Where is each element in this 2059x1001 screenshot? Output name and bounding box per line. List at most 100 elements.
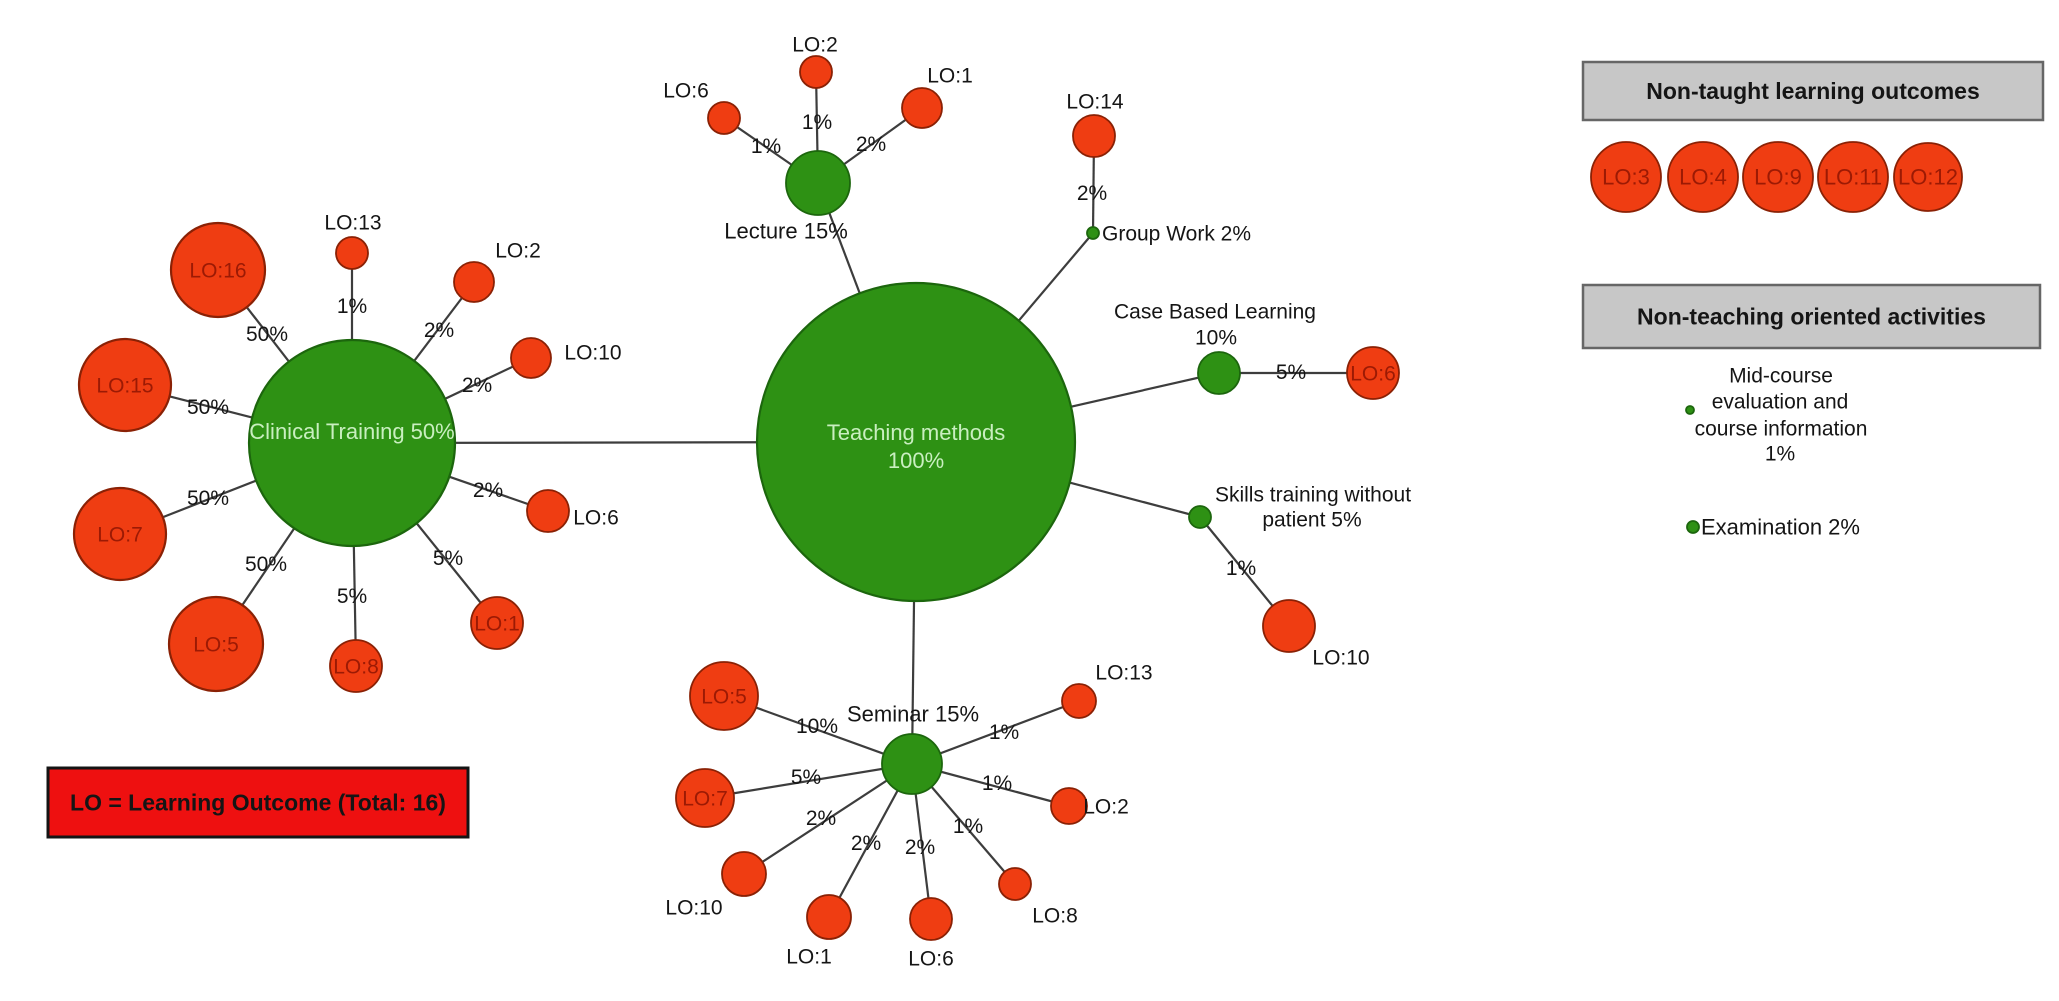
edge-seminar-seminar_lo7: [704, 762, 913, 800]
bubble-clinical_lo6: [526, 489, 570, 533]
label-lo-8-18: LO:8: [1032, 904, 1078, 927]
bubble-label-clinical_lo5: LO:5: [193, 633, 239, 656]
nodes-layer: [72, 55, 1963, 941]
bubble-clinical_lo7: [72, 486, 168, 582]
edge-label-lecture-lecture_lo2: 1%: [802, 111, 832, 134]
panel-header-non-taught-learning-outcomes: [1581, 60, 2045, 122]
label-lo-13-0: LO:13: [324, 211, 381, 234]
bubble-label-seminar_lo5: LO:5: [701, 685, 747, 708]
label-skills-training-without-12: Skills training without: [1215, 483, 1411, 506]
edge-label-clinical_training-clinical_lo15: 50%: [187, 396, 229, 419]
bubble-label-seminar_lo7: LO:7: [682, 787, 728, 810]
edge-label-clinical_training-clinical_lo2: 2%: [424, 319, 454, 342]
legend-text: LO = Learning Outcome (Total: 16): [70, 790, 446, 816]
label-mid-course-22: Mid-course: [1729, 364, 1833, 387]
bubble-clinical_training: [247, 338, 457, 548]
panel-header-non-teaching-oriented-activities: [1581, 283, 2042, 350]
bubble-lecture_lo1: [901, 87, 943, 129]
bubble-seminar_lo10: [721, 851, 767, 897]
panel-title-non-taught-learning-outcomes: Non-taught learning outcomes: [1646, 78, 1980, 104]
bubble-label-clinical_lo15: LO:15: [96, 374, 153, 397]
bubble-clinical_lo8: [329, 639, 383, 693]
bubble-clinical_lo2: [453, 261, 495, 303]
edge-label-case_based_learning-case_lo6: 5%: [1276, 361, 1306, 384]
bubble-nontaught_lo4: [1667, 141, 1739, 213]
bubble-label-clinical_lo1: LO:1: [474, 612, 520, 635]
edge-label-seminar-seminar_lo10: 2%: [806, 807, 836, 830]
bubble-group_work: [1086, 226, 1100, 240]
label-lo-2-1: LO:2: [495, 239, 541, 262]
bubble-clinical_lo5: [167, 595, 265, 693]
bubble-teaching_methods: [755, 281, 1077, 603]
bubble-seminar_lo2: [1050, 787, 1088, 825]
label-group-work-2-9: Group Work 2%: [1102, 222, 1251, 245]
label-seminar-15-15: Seminar 15%: [847, 702, 979, 727]
edge-label-group_work-groupwork_lo14: 2%: [1077, 182, 1107, 205]
label-lo-6-19: LO:6: [908, 947, 954, 970]
label-patient-5-13: patient 5%: [1262, 508, 1361, 531]
bubble-lecture_lo2: [799, 55, 833, 89]
bubble-lecture_lo6: [707, 101, 741, 135]
bubble-lecture: [785, 150, 851, 216]
edge-label-clinical_training-clinical_lo6: 2%: [473, 479, 503, 502]
bubble-label-clinical_lo16: LO:16: [189, 259, 246, 282]
label-lo-13-16: LO:13: [1095, 661, 1152, 684]
edge-label-lecture-lecture_lo6: 1%: [751, 135, 781, 158]
label-lo-14-7: LO:14: [1066, 90, 1124, 113]
bubble-clinical_lo16: [169, 221, 267, 319]
edge-label-seminar-seminar_lo5: 10%: [796, 715, 838, 738]
bubble-nontaught_lo11: [1817, 141, 1889, 213]
label-evaluation-and-23: evaluation and: [1712, 390, 1849, 413]
bubble-case_based_learning: [1197, 351, 1241, 395]
bubble-label-nontaught_lo4: LO:4: [1679, 165, 1727, 190]
bubble-label-nontaught_lo11: LO:11: [1824, 165, 1882, 190]
edge-label-clinical_training-clinical_lo7: 50%: [187, 487, 229, 510]
bubble-clinical_lo13: [335, 236, 369, 270]
label-lo-2-17: LO:2: [1083, 795, 1129, 818]
bubble-label-case_lo6: LO:6: [1350, 362, 1396, 385]
bubble-case_lo6: [1346, 346, 1400, 400]
bubble-clinical_lo10: [510, 337, 552, 379]
bubble-seminar_lo6: [909, 897, 953, 941]
edge-label-seminar-seminar_lo2: 1%: [982, 772, 1012, 795]
label-10-11: 10%: [1195, 326, 1237, 349]
bubble-label-nontaught_lo9: LO:9: [1754, 165, 1802, 190]
bubble-nontaught_lo9: [1742, 141, 1814, 213]
bubble-nontaught_lo12: [1893, 142, 1963, 212]
label-lo-1-20: LO:1: [786, 945, 832, 968]
edge-seminar-seminar_lo10: [743, 763, 913, 875]
labels-layer: Teaching methods 100% Clinical Training 50…: [96, 33, 1958, 970]
bubble-label-clinical_lo7: LO:7: [97, 523, 143, 546]
bubble-label-nontaught_lo12: LO:12: [1898, 165, 1958, 190]
bubble-label-teaching_methods-1: 100%: [888, 448, 944, 473]
edge-label-clinical_training-clinical_lo16: 50%: [246, 323, 288, 346]
edge-label-skills_training-skills_lo10: 1%: [1226, 557, 1256, 580]
bubble-seminar_lo8: [998, 867, 1032, 901]
edge-label-seminar-seminar_lo13: 1%: [989, 721, 1019, 744]
edge-label-clinical_training-clinical_lo5: 50%: [245, 553, 287, 576]
label-lo-6-3: LO:6: [573, 506, 619, 529]
bubble-label-clinical_training-0: Clinical Training 50%: [249, 419, 454, 444]
label-lo-10-21: LO:10: [665, 896, 722, 919]
bubble-label-teaching_methods-0: Teaching methods: [827, 420, 1006, 445]
edge-label-clinical_training-clinical_lo1: 5%: [433, 547, 463, 570]
label-case-based-learning-10: Case Based Learning: [1114, 300, 1316, 323]
legend-box: [46, 766, 470, 839]
bubble-label-nontaught_lo3: LO:3: [1602, 165, 1650, 190]
edge-label-clinical_training-clinical_lo8: 5%: [337, 585, 367, 608]
bubble-seminar: [881, 733, 943, 795]
label-lo-10-14: LO:10: [1312, 646, 1369, 669]
bubble-label-clinical_lo8: LO:8: [333, 655, 379, 678]
bubble-clinical_lo1: [470, 596, 524, 650]
bubble-groupwork_lo14: [1072, 114, 1116, 158]
panel-title-non-teaching-oriented-activities: Non-teaching oriented activities: [1637, 304, 1986, 330]
edge-label-seminar-seminar_lo1: 2%: [851, 832, 881, 855]
bubble-seminar_lo1: [806, 894, 852, 940]
label-lo-1-6: LO:1: [927, 64, 973, 87]
label-lecture-15-8: Lecture 15%: [724, 219, 848, 244]
label-examination-2-26: Examination 2%: [1701, 515, 1860, 540]
label-lo-10-2: LO:10: [564, 341, 621, 364]
edge-label-seminar-seminar_lo6: 2%: [905, 836, 935, 859]
